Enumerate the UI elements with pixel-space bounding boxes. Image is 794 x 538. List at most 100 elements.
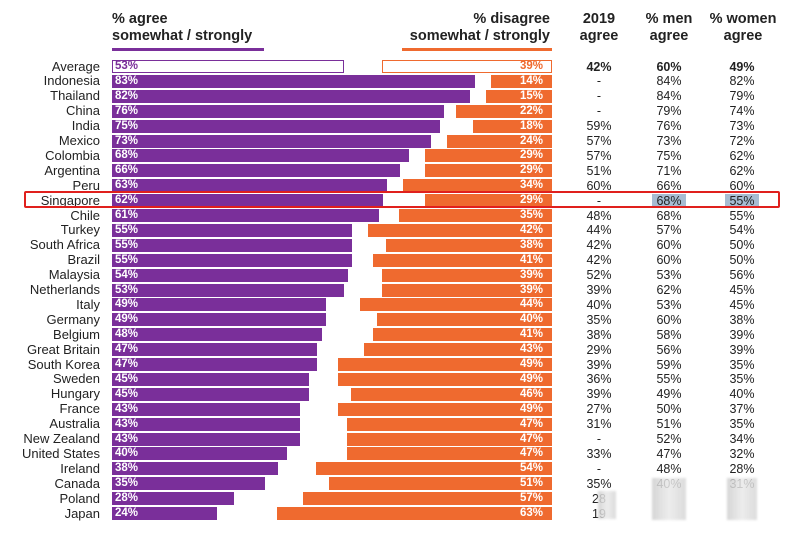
cell-men-agree: 49% (656, 387, 682, 402)
disagree-bar (447, 134, 552, 148)
country-label: France (59, 401, 100, 417)
cell-women-agree: 54% (729, 223, 755, 238)
disagree-value-label: 49% (520, 372, 544, 385)
cell-men-agree: 53% (656, 297, 682, 312)
disagree-value-label: 34% (520, 179, 544, 192)
country-label: Mexico (58, 133, 100, 148)
country-label: Argentina (44, 162, 100, 178)
cell-men-agree: 51% (656, 417, 682, 432)
cell-women-agree: 45% (729, 297, 755, 312)
agree-value-label: 47% (115, 358, 139, 370)
cell-2019-agree: 39% (586, 283, 612, 297)
agree-value-label: 24% (115, 507, 139, 519)
disagree-bar (385, 238, 552, 252)
country-label: Indonesia (43, 73, 100, 89)
agree-value-label: 68% (115, 149, 139, 162)
cell-women-agree: 38% (729, 312, 755, 327)
disagree-value-label: 47% (520, 417, 544, 430)
disagree-value-label: 63% (520, 507, 544, 519)
country-label: Germany (46, 311, 100, 327)
agree-bar (112, 507, 217, 520)
cell-women-agree: 35% (729, 357, 755, 372)
cell-women-agree: 55% (729, 208, 755, 223)
women-header-line1: % women (709, 11, 777, 27)
disagree-value-label: 22% (520, 104, 544, 117)
cell-men-agree: 71% (656, 163, 682, 178)
agree-value-label: 48% (115, 328, 139, 341)
agree-value-label: 55% (115, 223, 139, 236)
agree-value-label: 49% (115, 298, 139, 311)
agree-bar (112, 179, 388, 193)
cell-men-agree: 60% (656, 312, 682, 327)
disagree-bar (377, 313, 552, 327)
agree-value-label: 53% (115, 60, 139, 72)
cell-men-agree: 84% (656, 74, 682, 89)
agree-bar (112, 134, 431, 148)
cell-2019-agree: 60% (586, 178, 612, 193)
cell-2019-agree: 31% (586, 417, 612, 432)
agree-bar (112, 462, 279, 476)
disagree-value-label: 39% (520, 60, 544, 72)
disagree-bar (316, 462, 552, 476)
cell-women-agree: 74% (729, 104, 755, 119)
cell-2019-agree: 40% (586, 297, 612, 312)
cell-women-agree: 50% (729, 253, 755, 268)
agree-value-label: 66% (115, 164, 139, 177)
agree-value-label: 82% (115, 89, 139, 102)
men-header: % men agree (636, 11, 702, 45)
cell-men-agree: 56% (656, 342, 682, 357)
blurred-region (598, 491, 616, 519)
country-label: Canada (54, 475, 100, 491)
cell-women-agree: 45% (729, 283, 755, 297)
agree-value-label: 38% (115, 462, 139, 475)
cell-2019-agree: - (596, 193, 602, 208)
country-label: Peru (72, 177, 100, 193)
disagree-bar (455, 104, 552, 118)
country-label: United States (21, 445, 100, 461)
disagree-bar (350, 387, 552, 401)
cell-women-agree: 35% (729, 372, 755, 387)
disagree-bar (302, 492, 552, 506)
cell-women-agree: 72% (729, 134, 755, 148)
agree-bar (112, 149, 410, 163)
country-label: Poland (59, 490, 100, 506)
cell-2019-agree: 42% (586, 59, 612, 74)
cell-2019-agree: 59% (586, 119, 612, 134)
agree-value-label: 61% (115, 209, 139, 221)
agree-value-label: 55% (115, 253, 139, 266)
agree-value-label: 83% (115, 74, 139, 87)
disagree-bar (381, 268, 552, 282)
country-label: Singapore (40, 192, 100, 208)
cell-2019-agree: - (596, 89, 602, 104)
disagree-value-label: 18% (520, 119, 544, 132)
agree-header-underline (112, 48, 264, 51)
agree-bar (112, 402, 300, 416)
disagree-header-line1: % disagree (473, 11, 550, 27)
cell-women-agree: 49% (729, 59, 755, 74)
women-header-line2: agree (723, 28, 763, 44)
disagree-value-label: 49% (520, 358, 544, 370)
disagree-bar (425, 194, 552, 208)
disagree-bar (372, 328, 552, 342)
disagree-value-label: 40% (520, 313, 544, 326)
cell-women-agree: 50% (729, 238, 755, 253)
agree-value-label: 54% (115, 268, 139, 281)
disagree-bar (381, 60, 552, 73)
disagree-value-label: 57% (520, 492, 544, 505)
country-label: Thailand (50, 88, 100, 104)
cell-2019-agree: 48% (586, 208, 612, 223)
disagree-bar (276, 507, 552, 520)
agree-value-label: 76% (115, 104, 139, 117)
agree-bar (112, 238, 353, 252)
agree-value-label: 40% (115, 447, 139, 460)
cell-2019-agree: 57% (586, 134, 612, 148)
agree-value-label: 45% (115, 387, 139, 400)
disagree-value-label: 29% (520, 149, 544, 162)
agree-bar (112, 313, 327, 327)
disagree-header: % disagree somewhat / strongly (410, 11, 550, 45)
cell-men-agree: 47% (656, 446, 682, 461)
country-label: Italy (76, 296, 100, 312)
agree-bar (112, 209, 379, 222)
cell-men-agree: 76% (656, 119, 682, 134)
